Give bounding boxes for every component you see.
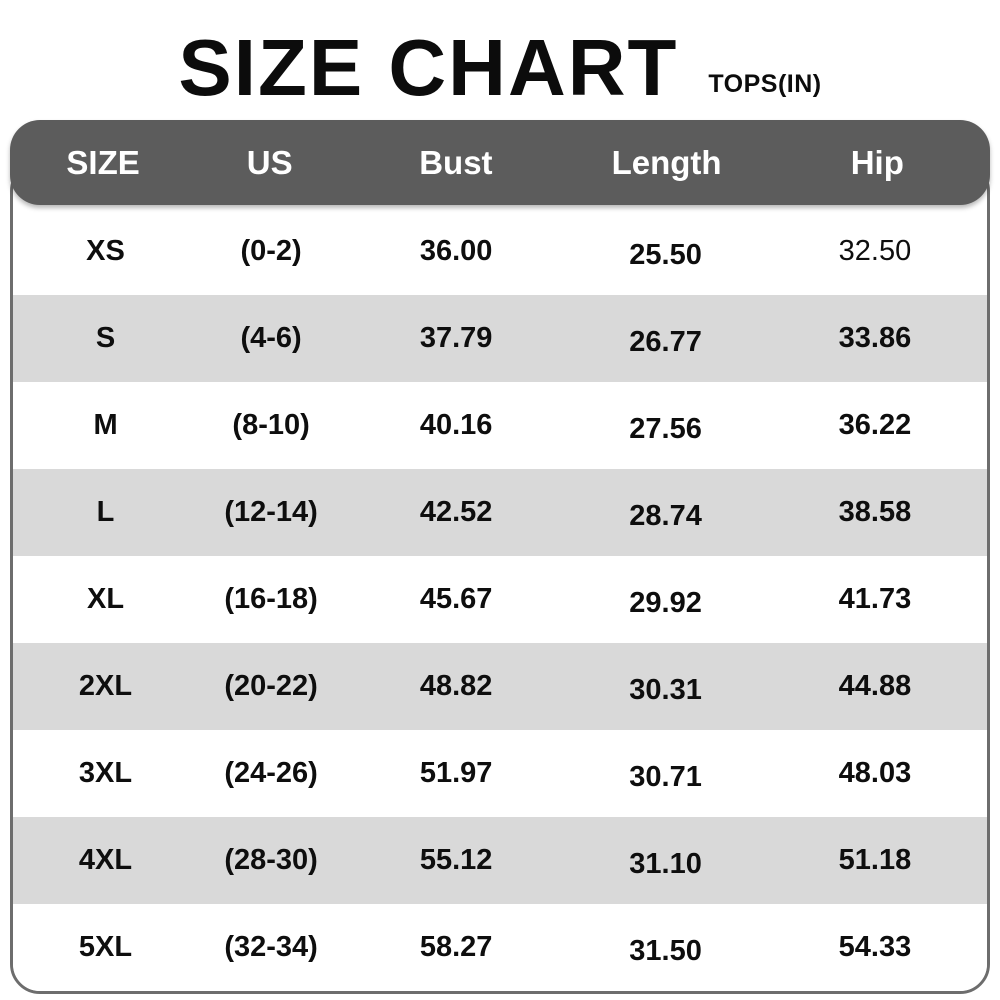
column-header-size: SIZE [66, 143, 140, 181]
length-value: 30.71 [629, 761, 702, 793]
page-title: SIZE CHART [178, 23, 679, 112]
us-value: (24-26) [224, 757, 318, 789]
bust-value: 37.79 [419, 322, 493, 354]
size-value: M [93, 409, 118, 441]
bust-value: 42.52 [419, 496, 493, 528]
size-value: 5XL [78, 931, 133, 963]
bust-value: 40.16 [419, 409, 493, 441]
hip-value: 36.22 [838, 409, 912, 441]
us-value: (32-34) [224, 931, 318, 963]
column-header-hip: Hip [850, 143, 904, 181]
bust-value: 36.00 [419, 235, 493, 267]
table-row-3xl: 3XL (24-26) 51.97 30.71 48.03 [13, 730, 987, 817]
length-value: 26.77 [629, 326, 702, 358]
table-row-xl: XL (16-18) 45.67 29.92 41.73 [13, 556, 987, 643]
hip-value: 44.88 [838, 670, 912, 702]
table-header-row: SIZE US Bust Length Hip [10, 120, 990, 205]
us-value: (28-30) [224, 844, 318, 876]
bust-value: 45.67 [419, 583, 493, 615]
length-value: 29.92 [629, 587, 702, 619]
hip-value: 54.33 [838, 931, 912, 963]
size-value: S [95, 322, 116, 354]
us-value: (20-22) [224, 670, 318, 702]
hip-value: 32.50 [838, 235, 912, 267]
bust-value: 58.27 [419, 931, 493, 963]
size-value: 3XL [78, 757, 133, 789]
column-header-us: US [246, 143, 293, 181]
hip-value: 51.18 [838, 844, 912, 876]
table-row-4xl: 4XL (28-30) 55.12 31.10 51.18 [13, 817, 987, 904]
length-value: 27.56 [629, 413, 702, 445]
table-body: XS (0-2) 36.00 25.50 32.50 S (4-6) 37.79… [10, 161, 990, 994]
us-value: (16-18) [224, 583, 318, 615]
length-value: 31.50 [629, 935, 702, 967]
table-row-5xl: 5XL (32-34) 58.27 31.50 54.33 [13, 904, 987, 991]
us-value: (4-6) [240, 322, 302, 354]
bust-value: 48.82 [419, 670, 493, 702]
size-value: XL [86, 583, 125, 615]
length-value: 25.50 [629, 239, 702, 271]
size-value: XS [86, 235, 125, 267]
length-value: 30.31 [629, 674, 702, 706]
us-value: (0-2) [240, 235, 302, 267]
hip-value: 33.86 [838, 322, 912, 354]
us-value: (12-14) [224, 496, 318, 528]
column-header-length: Length [611, 143, 722, 181]
length-value: 31.10 [629, 848, 702, 880]
hip-value: 41.73 [838, 583, 912, 615]
table-row-2xl: 2XL (20-22) 48.82 30.31 44.88 [13, 643, 987, 730]
bust-value: 55.12 [419, 844, 493, 876]
length-value: 28.74 [629, 500, 702, 532]
size-value: L [96, 496, 115, 528]
hip-value: 48.03 [838, 757, 912, 789]
table-row-s: S (4-6) 37.79 26.77 33.86 [13, 295, 987, 382]
size-value: 4XL [78, 844, 133, 876]
title-row: SIZE CHART TOPS(IN) [0, 0, 1000, 108]
table-row-l: L (12-14) 42.52 28.74 38.58 [13, 469, 987, 556]
size-chart-table: SIZE US Bust Length Hip XS (0-2) 36.00 2… [10, 120, 990, 994]
units-label: TOPS(IN) [708, 70, 822, 98]
table-row-m: M (8-10) 40.16 27.56 36.22 [13, 382, 987, 469]
bust-value: 51.97 [419, 757, 493, 789]
table-row-xs: XS (0-2) 36.00 25.50 32.50 [13, 208, 987, 295]
size-value: 2XL [78, 670, 133, 702]
us-value: (8-10) [232, 409, 310, 441]
hip-value: 38.58 [838, 496, 912, 528]
column-header-bust: Bust [419, 143, 493, 181]
